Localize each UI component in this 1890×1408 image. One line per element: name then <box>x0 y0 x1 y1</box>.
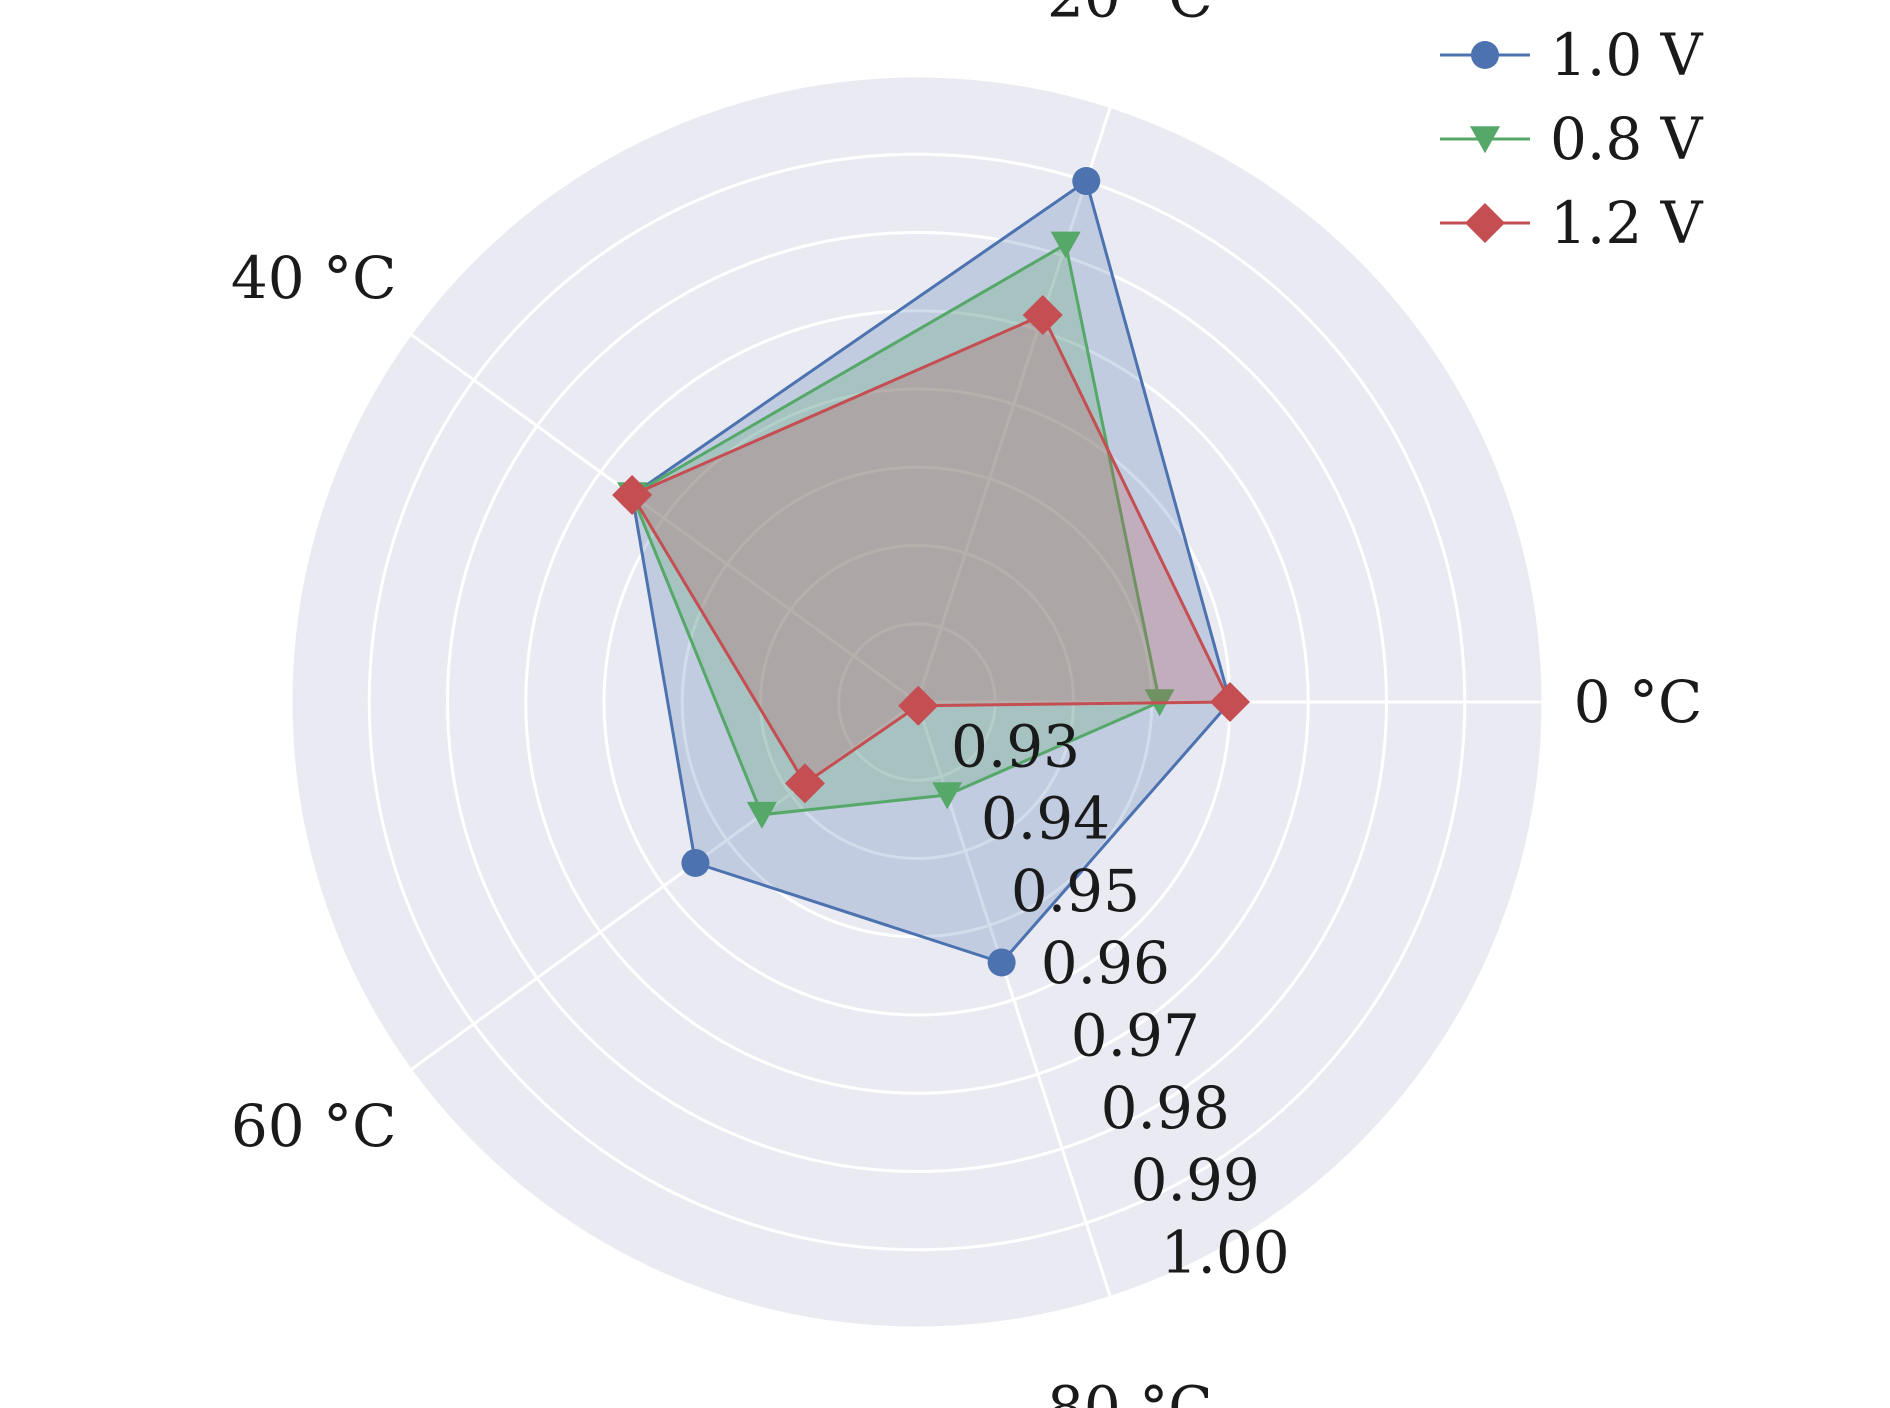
data-point <box>784 763 825 804</box>
angular-tick-label: 40 °C <box>231 244 397 312</box>
radial-tick-label: 1.00 <box>1161 1218 1290 1286</box>
data-point <box>612 475 653 516</box>
legend-label: 1.2 V <box>1550 189 1704 257</box>
series-line <box>630 242 1162 817</box>
series-fill <box>632 244 1160 815</box>
angular-tick-label: 60 °C <box>231 1092 397 1160</box>
data-point <box>898 685 939 726</box>
radial-tick-label: 0.93 <box>951 712 1080 780</box>
legend-label: 1.0 V <box>1550 21 1704 89</box>
angular-tick-label: 20 °C <box>1047 0 1213 30</box>
radial-axis-labels: 0.930.940.950.960.970.980.991.00 <box>951 712 1290 1286</box>
legend-label: 0.8 V <box>1550 105 1704 173</box>
legend-item: 1.2 V <box>1440 189 1704 257</box>
radial-tick-label: 0.98 <box>1101 1074 1230 1142</box>
grid-spoke <box>915 106 1112 703</box>
legend-item: 0.8 V <box>1440 105 1704 173</box>
legend: 1.0 V 0.8 V 1.2 V <box>1440 21 1704 257</box>
series-fill <box>632 181 1230 963</box>
radial-tick-label: 0.97 <box>1071 1001 1200 1069</box>
grid-spoke <box>409 332 918 704</box>
series-fill <box>632 315 1230 784</box>
data-point <box>1022 295 1063 336</box>
angular-tick-label: 80 °C <box>1047 1374 1213 1408</box>
series-layer <box>612 167 1250 977</box>
data-point <box>932 782 963 810</box>
legend-item: 1.0 V <box>1440 21 1704 89</box>
data-point <box>681 848 710 877</box>
radial-tick-label: 0.99 <box>1131 1146 1260 1214</box>
series-line <box>630 313 1232 785</box>
radial-tick-label: 0.94 <box>981 785 1110 853</box>
series-line <box>630 179 1232 964</box>
data-point <box>1210 682 1250 722</box>
data-point <box>1470 126 1500 154</box>
data-point <box>1072 167 1101 196</box>
data-point <box>1465 203 1505 243</box>
data-point <box>1050 231 1081 259</box>
radial-tick-label: 0.96 <box>1041 929 1170 997</box>
radial-tick-label: 0.95 <box>1011 857 1140 925</box>
angular-tick-label: 0 °C <box>1574 668 1703 736</box>
data-point <box>1471 41 1499 69</box>
angular-axis-labels: 0 °C 20 °C 40 °C 60 °C 80 °C <box>231 0 1702 1408</box>
data-point <box>746 801 777 829</box>
data-point <box>987 948 1016 977</box>
